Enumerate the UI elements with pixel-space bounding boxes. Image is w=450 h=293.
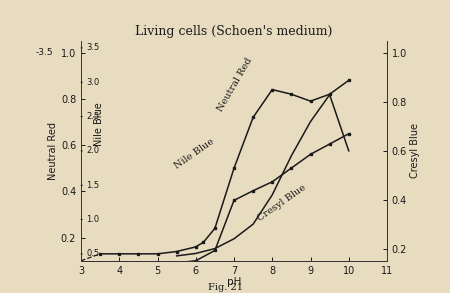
Text: Nile Blue: Nile Blue xyxy=(94,103,104,146)
X-axis label: pH: pH xyxy=(227,277,241,287)
Text: 2.5: 2.5 xyxy=(86,112,100,121)
Text: 1.5: 1.5 xyxy=(86,181,100,190)
Text: -3.5: -3.5 xyxy=(36,47,54,57)
Text: Cresyl Blue: Cresyl Blue xyxy=(256,183,307,223)
Text: 3.0: 3.0 xyxy=(86,78,100,87)
Text: Fig. 21: Fig. 21 xyxy=(207,283,243,292)
Title: Living cells (Schoen's medium): Living cells (Schoen's medium) xyxy=(135,25,333,38)
Text: Nile Blue: Nile Blue xyxy=(173,137,216,171)
Y-axis label: Cresyl Blue: Cresyl Blue xyxy=(410,123,420,178)
Text: Neutral Red: Neutral Red xyxy=(216,57,254,113)
Y-axis label: Neutral Red: Neutral Red xyxy=(48,122,58,180)
Text: 0.5: 0.5 xyxy=(86,249,100,258)
Text: 3.5: 3.5 xyxy=(86,43,100,52)
Text: 1.0: 1.0 xyxy=(86,215,100,224)
Text: 2.0: 2.0 xyxy=(86,146,100,155)
